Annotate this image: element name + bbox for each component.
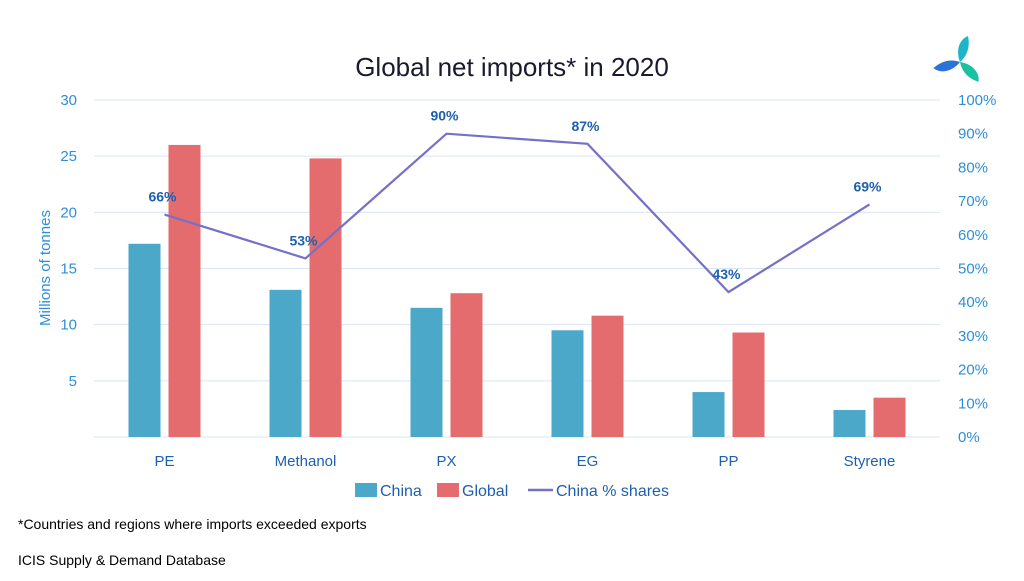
y-tick-label-20: 20 [60, 204, 77, 221]
x-tick-label-styrene: Styrene [844, 453, 896, 470]
source-note: ICIS Supply & Demand Database [18, 552, 226, 568]
y2-tick-label-20: 20% [958, 362, 988, 379]
data-label-share-pe: 66% [148, 189, 177, 205]
y2-tick-label-0: 0% [958, 429, 980, 446]
data-label-share-eg: 87% [571, 118, 600, 134]
y2-tick-label-30: 30% [958, 328, 988, 345]
y2-tick-label-40: 40% [958, 294, 988, 311]
bar-china-methanol [269, 289, 302, 437]
x-tick-label-methanol: Methanol [275, 453, 337, 470]
legend-label-global: Global [462, 483, 508, 500]
y-tick-label-10: 10 [60, 317, 77, 334]
y-tick-label-30: 30 [60, 92, 77, 109]
line-china-share [164, 132, 871, 294]
bar-global-pp [732, 332, 765, 437]
footnote: *Countries and regions where imports exc… [18, 516, 367, 532]
y2-tick-label-50: 50% [958, 261, 988, 278]
y-tick-label-15: 15 [60, 261, 77, 278]
y2-tick-label-10: 10% [958, 395, 988, 412]
bar-china-pe [128, 243, 161, 437]
bar-china-eg [551, 330, 584, 437]
logo-blade [958, 36, 969, 62]
legend-swatch-global [437, 483, 459, 497]
data-label-share-pp: 43% [712, 266, 741, 282]
bar-global-methanol [309, 158, 342, 437]
legend-label-china: China [380, 483, 422, 500]
bar-global-eg [591, 315, 624, 437]
bar-china-pp [692, 392, 725, 437]
bar-china-px [410, 307, 443, 437]
bar-global-px [450, 293, 483, 437]
y-tick-label-5: 5 [69, 373, 77, 390]
legend-swatch-china [355, 483, 377, 497]
y2-tick-label-70: 70% [958, 193, 988, 210]
y-tick-label-25: 25 [60, 148, 77, 165]
legend-label-share: China % shares [556, 483, 669, 500]
y2-tick-label-100: 100% [958, 92, 996, 109]
bar-china-styrene [833, 410, 866, 437]
logo-blade [933, 60, 960, 72]
bar-global-styrene [873, 397, 906, 437]
x-tick-label-pe: PE [154, 453, 174, 470]
bar-global-pe [168, 144, 201, 437]
x-tick-label-eg: EG [577, 453, 599, 470]
x-tick-label-px: PX [436, 453, 456, 470]
data-label-share-styrene: 69% [853, 178, 882, 194]
data-label-share-px: 90% [430, 108, 459, 124]
y2-tick-label-60: 60% [958, 227, 988, 244]
logo-blade [960, 62, 979, 82]
y2-tick-label-90: 90% [958, 126, 988, 143]
x-tick-label-pp: PP [718, 453, 738, 470]
y2-tick-label-80: 80% [958, 159, 988, 176]
icis-propeller-logo-icon [933, 36, 979, 82]
chart-title: Global net imports* in 2020 [355, 52, 669, 82]
data-label-share-methanol: 53% [289, 232, 318, 248]
y-axis-label: Millions of tonnes [37, 210, 54, 326]
